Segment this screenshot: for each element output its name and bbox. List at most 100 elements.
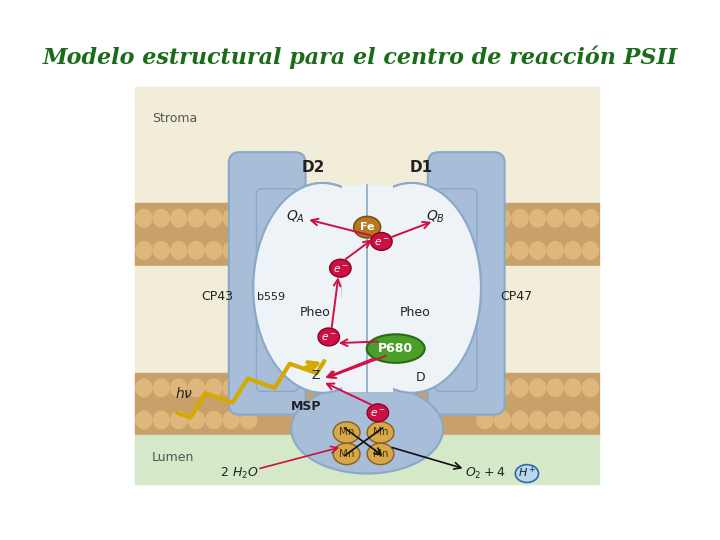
Text: Z: Z [311,369,320,382]
Ellipse shape [333,422,360,443]
Ellipse shape [495,241,510,259]
Ellipse shape [582,241,598,259]
Text: Mn: Mn [339,428,354,437]
Ellipse shape [136,379,152,396]
Ellipse shape [153,241,169,259]
Ellipse shape [188,411,204,429]
Ellipse shape [188,379,204,396]
Ellipse shape [223,411,239,429]
Ellipse shape [564,241,581,259]
Text: D: D [416,370,426,383]
FancyBboxPatch shape [435,189,477,392]
Ellipse shape [547,411,563,429]
FancyBboxPatch shape [428,152,505,415]
Bar [135,203,599,266]
Text: Modelo estructural para el centro de reacción PSII: Modelo estructural para el centro de rea… [42,46,678,69]
Ellipse shape [477,411,493,429]
Ellipse shape [371,233,392,251]
FancyBboxPatch shape [229,152,305,415]
Ellipse shape [333,443,360,464]
Ellipse shape [530,210,546,227]
Ellipse shape [206,411,222,429]
Ellipse shape [153,411,169,429]
Text: $e^-$: $e^-$ [321,332,336,343]
Bar [342,185,392,390]
Ellipse shape [206,379,222,396]
Ellipse shape [495,210,510,227]
Ellipse shape [354,217,381,238]
Ellipse shape [477,241,493,259]
Ellipse shape [330,259,351,277]
Ellipse shape [366,334,425,363]
Ellipse shape [240,411,256,429]
Ellipse shape [240,379,256,396]
Text: MSP: MSP [291,400,322,413]
Ellipse shape [253,183,392,393]
Ellipse shape [547,241,563,259]
Ellipse shape [477,379,493,396]
Ellipse shape [495,411,510,429]
Text: b559: b559 [256,292,285,302]
Text: P680: P680 [378,342,413,355]
Ellipse shape [530,241,546,259]
Ellipse shape [206,241,222,259]
Ellipse shape [547,210,563,227]
Ellipse shape [188,210,204,227]
Ellipse shape [171,241,186,259]
Ellipse shape [136,411,152,429]
Text: $O_2 + 4$: $O_2 + 4$ [465,466,505,481]
Text: D2: D2 [302,160,325,175]
Ellipse shape [240,210,256,227]
FancyBboxPatch shape [256,189,298,392]
Ellipse shape [512,210,528,227]
Ellipse shape [136,210,152,227]
Ellipse shape [512,241,528,259]
Ellipse shape [367,422,394,443]
Ellipse shape [530,379,546,396]
Ellipse shape [223,241,239,259]
Text: CP47: CP47 [500,291,532,303]
Ellipse shape [564,411,581,429]
Ellipse shape [582,210,598,227]
Text: Pheo: Pheo [400,306,431,319]
Ellipse shape [153,379,169,396]
Bar [135,373,599,435]
Text: $e^-$: $e^-$ [370,408,386,419]
Text: Fe: Fe [360,222,374,232]
Text: Mn: Mn [373,428,388,437]
Ellipse shape [206,210,222,227]
Ellipse shape [512,379,528,396]
Text: Pheo: Pheo [300,306,330,319]
Text: $Q_B$: $Q_B$ [426,208,446,225]
Text: Stroma: Stroma [152,112,197,125]
Text: $H^+$: $H^+$ [518,465,536,480]
Ellipse shape [530,411,546,429]
Ellipse shape [343,183,481,393]
Bar [135,87,599,203]
Ellipse shape [343,183,481,393]
Ellipse shape [495,379,510,396]
Bar [342,185,393,392]
Text: $2\ H_2O$: $2\ H_2O$ [220,466,258,481]
Ellipse shape [153,210,169,227]
Text: $Q_A$: $Q_A$ [287,208,305,225]
Text: $e^-$: $e^-$ [333,264,348,275]
Text: D1: D1 [409,160,432,175]
Ellipse shape [564,210,581,227]
Ellipse shape [171,210,186,227]
Text: Lumen: Lumen [152,451,194,464]
Ellipse shape [253,183,392,393]
Ellipse shape [512,411,528,429]
Ellipse shape [240,241,256,259]
Bar [135,266,599,373]
Text: $e^-$: $e^-$ [374,237,390,248]
Ellipse shape [516,464,539,482]
Text: Mn: Mn [339,449,354,459]
Ellipse shape [582,379,598,396]
Ellipse shape [477,210,493,227]
Ellipse shape [223,379,239,396]
Ellipse shape [564,379,581,396]
Ellipse shape [318,328,339,346]
Text: Mn: Mn [373,449,388,459]
Ellipse shape [171,411,186,429]
